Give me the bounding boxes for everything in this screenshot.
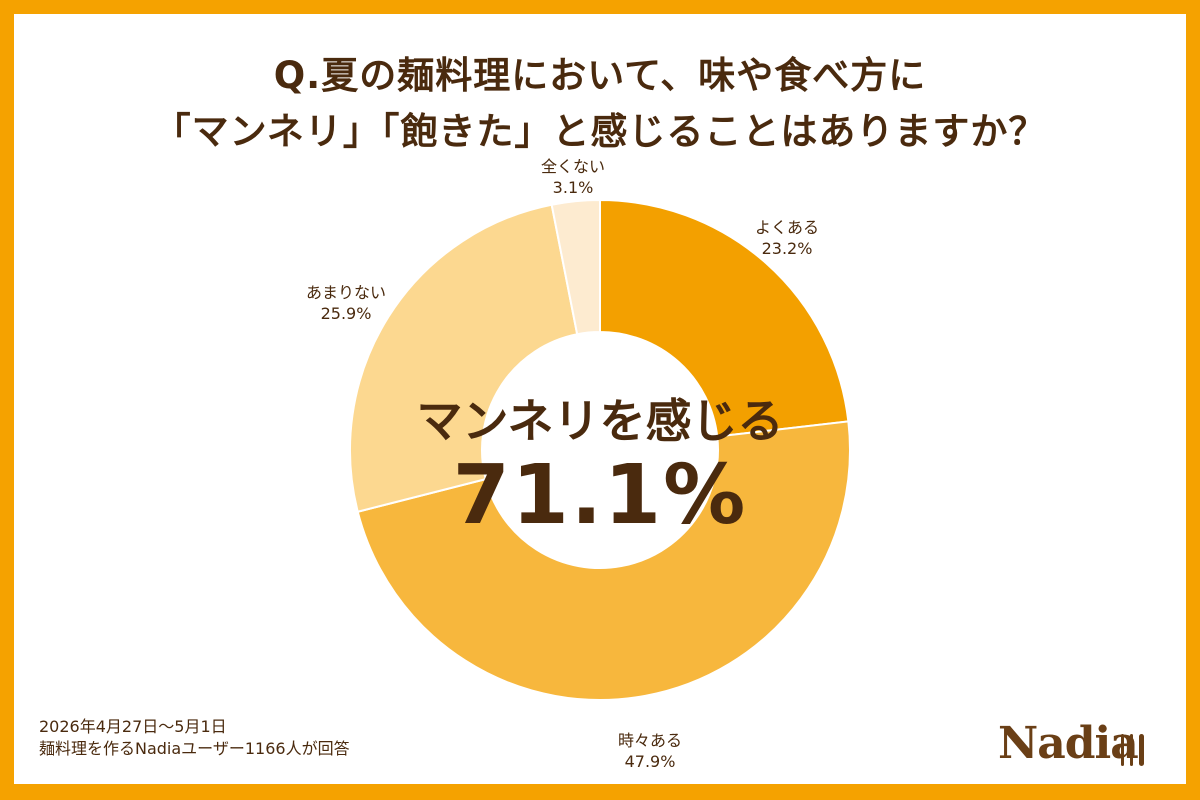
slice-category: 全くない bbox=[540, 157, 605, 176]
nadia-logo: Nadia bbox=[998, 714, 1158, 774]
donut-slice-1 bbox=[356, 420, 851, 701]
chart-card: Q.夏の麺料理において、味や食べ方に 「マンネリ」「飽きた」と感じることはありま… bbox=[14, 14, 1186, 784]
slice-label-amari-nai: あまりない 25.9% bbox=[246, 282, 446, 324]
donut-slice-3 bbox=[550, 198, 601, 336]
logo-text: Nadia bbox=[998, 718, 1139, 769]
center-caption: マンネリを感じる bbox=[416, 394, 784, 448]
donut-center-label: マンネリを感じる 71.1% bbox=[375, 392, 825, 542]
slice-value: 3.1% bbox=[552, 178, 594, 197]
slice-value: 47.9% bbox=[624, 752, 676, 771]
center-percentage: 71.1% bbox=[452, 448, 748, 543]
slice-label-yoku-aru: よくある 23.2% bbox=[687, 217, 887, 259]
survey-period: 2026年4月27日〜5月1日 bbox=[39, 717, 227, 736]
slice-value: 25.9% bbox=[320, 304, 372, 323]
title-line-1: Q.夏の麺料理において、味や食べ方に bbox=[273, 54, 927, 97]
donut-chart bbox=[349, 198, 851, 701]
slice-label-mattaku-nai: 全くない 3.1% bbox=[473, 156, 673, 198]
donut-slice-0 bbox=[599, 198, 850, 438]
survey-footnote: 2026年4月27日〜5月1日 麺料理を作るNadiaユーザー1166人が回答 bbox=[39, 716, 350, 760]
chart-title: Q.夏の麺料理において、味や食べ方に 「マンネリ」「飽きた」と感じることはありま… bbox=[14, 48, 1186, 160]
slice-category: よくある bbox=[754, 218, 819, 237]
slice-category: あまりない bbox=[305, 283, 386, 302]
donut-slice-2 bbox=[349, 203, 579, 513]
fork-knife-icon bbox=[1121, 734, 1144, 766]
slice-label-tokidoki-aru: 時々ある 47.9% bbox=[550, 730, 750, 772]
slice-value: 23.2% bbox=[761, 239, 813, 258]
slice-category: 時々ある bbox=[617, 731, 682, 750]
title-line-2: 「マンネリ」「飽きた」と感じることはありますか？ bbox=[153, 110, 1047, 153]
survey-respondents: 麺料理を作るNadiaユーザー1166人が回答 bbox=[39, 739, 350, 758]
